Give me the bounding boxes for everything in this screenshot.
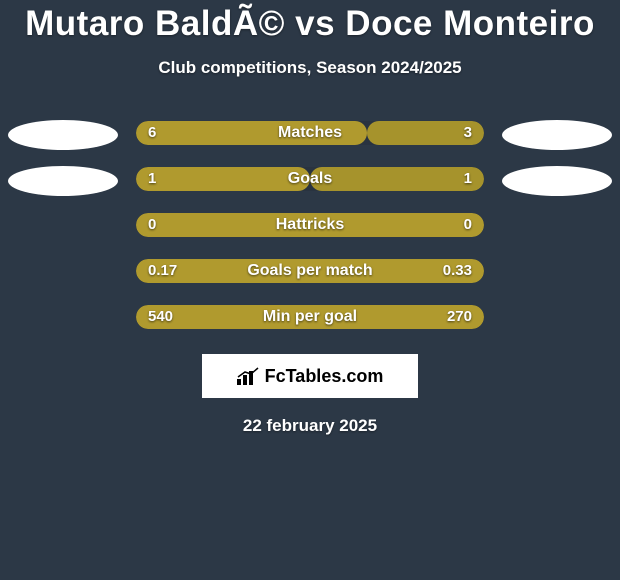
player-left-marker	[8, 120, 118, 150]
player-left-marker	[8, 166, 118, 196]
stat-label: Min per goal	[136, 305, 484, 329]
stat-row: 63Matches	[10, 116, 610, 162]
stat-bar: 540270Min per goal	[136, 305, 484, 329]
brand-box[interactable]: FcTables.com	[202, 354, 418, 398]
stat-label: Hattricks	[136, 213, 484, 237]
player-right-marker	[502, 166, 612, 196]
stat-bar: 0.170.33Goals per match	[136, 259, 484, 283]
date-label: 22 february 2025	[0, 416, 620, 436]
comparison-card: Mutaro BaldÃ© vs Doce Monteiro Club comp…	[0, 0, 620, 436]
chart-icon	[237, 367, 259, 385]
stat-bar: 00Hattricks	[136, 213, 484, 237]
stat-bar: 11Goals	[136, 167, 484, 191]
brand-text: FcTables.com	[265, 366, 384, 387]
player-right-marker	[502, 120, 612, 150]
subtitle: Club competitions, Season 2024/2025	[0, 58, 620, 78]
stat-row: 11Goals	[10, 162, 610, 208]
stats-area: 63Matches 11Goals 00Hattricks 0.170.33Goals…	[0, 116, 620, 346]
stat-row: 540270Min per goal	[10, 300, 610, 346]
brand-label: FcTables.com	[237, 366, 384, 387]
stat-bar: 63Matches	[136, 121, 484, 145]
stat-label: Goals per match	[136, 259, 484, 283]
stat-row: 0.170.33Goals per match	[10, 254, 610, 300]
stat-row: 00Hattricks	[10, 208, 610, 254]
stat-label: Goals	[136, 167, 484, 191]
stat-label: Matches	[136, 121, 484, 145]
page-title: Mutaro BaldÃ© vs Doce Monteiro	[0, 4, 620, 44]
